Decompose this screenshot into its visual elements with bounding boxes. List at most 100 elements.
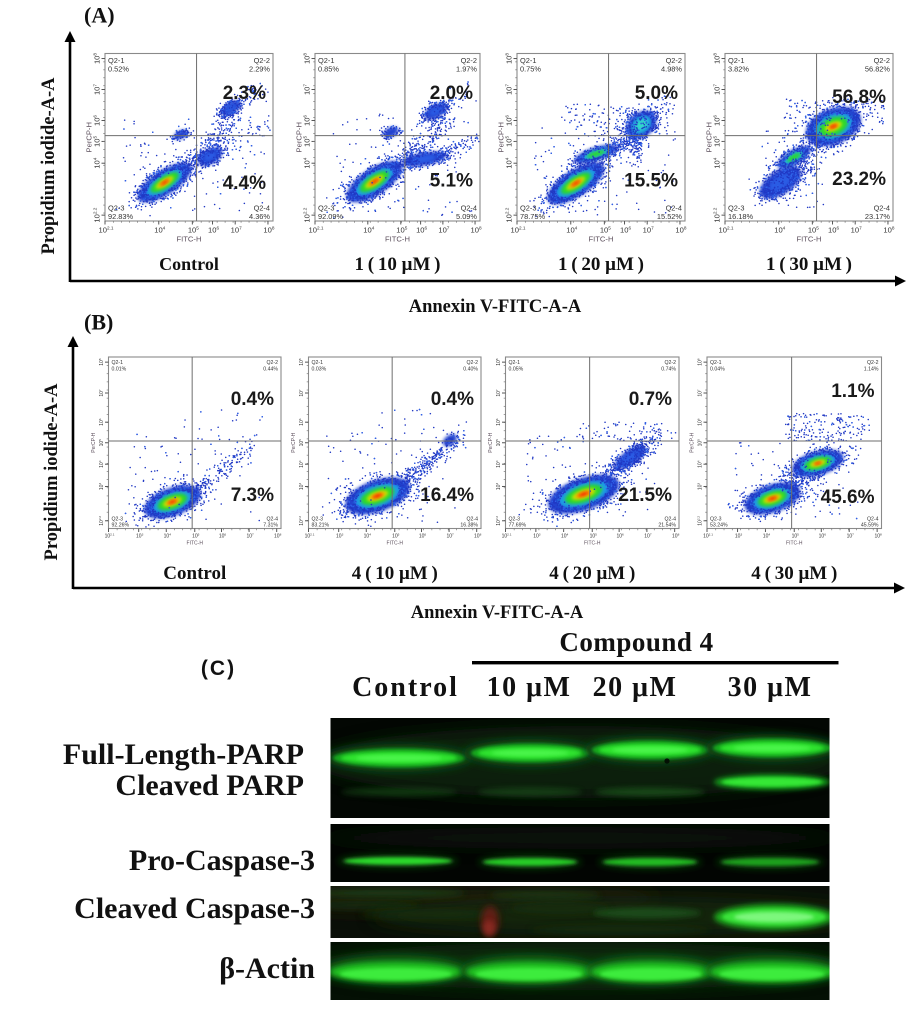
svg-text:Q2-3: Q2-3 bbox=[112, 516, 124, 522]
svg-text:Q2-1: Q2-1 bbox=[318, 56, 334, 65]
svg-text:Q2-3: Q2-3 bbox=[710, 516, 722, 522]
svg-text:7.31%: 7.31% bbox=[263, 523, 278, 529]
svg-text:104: 104 bbox=[298, 460, 305, 468]
svg-text:106: 106 bbox=[620, 226, 631, 235]
svg-text:Q2-1: Q2-1 bbox=[108, 56, 124, 65]
svg-text:PerCP-H: PerCP-H bbox=[291, 432, 297, 452]
svg-text:103: 103 bbox=[533, 533, 541, 540]
svg-text:5.09%: 5.09% bbox=[456, 212, 477, 221]
svg-text:105: 105 bbox=[396, 226, 407, 235]
svg-text:(C): (C) bbox=[201, 657, 236, 680]
svg-text:Annexin V-FITC-A-A: Annexin V-FITC-A-A bbox=[411, 603, 584, 623]
svg-text:105: 105 bbox=[298, 439, 305, 447]
svg-text:10 μM: 10 μM bbox=[487, 672, 572, 703]
svg-text:106: 106 bbox=[298, 418, 305, 426]
svg-text:104: 104 bbox=[154, 226, 165, 235]
svg-text:102.2: 102.2 bbox=[303, 207, 312, 222]
svg-text:104: 104 bbox=[505, 157, 514, 168]
svg-text:0.05%: 0.05% bbox=[509, 366, 524, 372]
svg-text:0.75%: 0.75% bbox=[520, 64, 541, 73]
svg-text:Q2-2: Q2-2 bbox=[461, 56, 477, 65]
svg-text:107: 107 bbox=[644, 533, 652, 540]
svg-text:102.2: 102.2 bbox=[713, 207, 722, 222]
svg-text:0.4%: 0.4% bbox=[431, 389, 474, 410]
svg-text:PerCP-H: PerCP-H bbox=[705, 122, 714, 152]
svg-text:103: 103 bbox=[336, 533, 344, 540]
svg-text:16.38%: 16.38% bbox=[460, 523, 478, 529]
svg-text:Q2-4: Q2-4 bbox=[254, 204, 270, 213]
svg-text:107: 107 bbox=[505, 84, 514, 95]
svg-text:56.8%: 56.8% bbox=[832, 87, 886, 108]
svg-text:104: 104 bbox=[713, 157, 722, 168]
svg-text:108: 108 bbox=[98, 358, 105, 366]
svg-text:105: 105 bbox=[713, 136, 722, 147]
svg-text:Q2-2: Q2-2 bbox=[466, 360, 478, 366]
svg-text:20 μM: 20 μM bbox=[593, 672, 678, 703]
svg-text:Q2-4: Q2-4 bbox=[266, 516, 278, 522]
svg-text:Q2-4: Q2-4 bbox=[867, 516, 879, 522]
svg-text:Q2-2: Q2-2 bbox=[867, 360, 879, 366]
svg-text:102.1: 102.1 bbox=[719, 226, 734, 235]
svg-text:2.29%: 2.29% bbox=[249, 64, 270, 73]
svg-text:106: 106 bbox=[93, 115, 102, 126]
svg-text:Compound 4: Compound 4 bbox=[559, 627, 713, 657]
svg-text:PerCP-H: PerCP-H bbox=[85, 122, 94, 152]
svg-text:7.3%: 7.3% bbox=[231, 485, 274, 506]
svg-text:108: 108 bbox=[474, 533, 482, 540]
svg-text:FITC-H: FITC-H bbox=[187, 541, 204, 547]
svg-text:106: 106 bbox=[819, 533, 827, 540]
svg-text:107: 107 bbox=[851, 226, 862, 235]
svg-text:53.24%: 53.24% bbox=[710, 523, 728, 529]
svg-text:FITC-H: FITC-H bbox=[177, 235, 202, 244]
svg-text:Q2-1: Q2-1 bbox=[728, 56, 744, 65]
svg-text:21.5%: 21.5% bbox=[618, 485, 672, 506]
svg-text:Q2-3: Q2-3 bbox=[728, 204, 744, 213]
svg-text:Q2-1: Q2-1 bbox=[112, 360, 124, 366]
svg-text:104: 104 bbox=[164, 533, 172, 540]
svg-text:102.1: 102.1 bbox=[703, 533, 713, 540]
svg-text:Q2-1: Q2-1 bbox=[509, 360, 521, 366]
svg-text:103: 103 bbox=[136, 533, 144, 540]
svg-text:105: 105 bbox=[697, 439, 704, 447]
svg-text:92.26%: 92.26% bbox=[112, 523, 130, 529]
svg-text:Propidium iodide-A-A: Propidium iodide-A-A bbox=[42, 383, 62, 561]
svg-text:16.18%: 16.18% bbox=[728, 212, 753, 221]
svg-text:107: 107 bbox=[697, 389, 704, 397]
svg-text:107: 107 bbox=[231, 226, 242, 235]
svg-text:105: 105 bbox=[392, 533, 400, 540]
svg-text:104: 104 bbox=[495, 460, 502, 468]
svg-text:107: 107 bbox=[446, 533, 454, 540]
svg-text:1.97%: 1.97% bbox=[456, 64, 477, 73]
svg-text:Q2-2: Q2-2 bbox=[666, 56, 682, 65]
svg-text:Q2-2: Q2-2 bbox=[254, 56, 270, 65]
svg-text:107: 107 bbox=[438, 226, 449, 235]
svg-text:0.52%: 0.52% bbox=[108, 64, 129, 73]
svg-text:106: 106 bbox=[98, 418, 105, 426]
svg-text:Q2-1: Q2-1 bbox=[710, 360, 722, 366]
svg-text:106: 106 bbox=[697, 418, 704, 426]
svg-text:108: 108 bbox=[471, 226, 482, 235]
svg-text:108: 108 bbox=[505, 53, 514, 64]
svg-text:4.4%: 4.4% bbox=[223, 173, 266, 194]
svg-text:Q2-1: Q2-1 bbox=[312, 360, 324, 366]
svg-text:Q2-3: Q2-3 bbox=[312, 516, 324, 522]
svg-text:PerCP-H: PerCP-H bbox=[295, 122, 304, 152]
svg-text:Q2-3: Q2-3 bbox=[520, 204, 536, 213]
svg-text:108: 108 bbox=[697, 358, 704, 366]
svg-text:107: 107 bbox=[246, 533, 254, 540]
svg-text:104: 104 bbox=[566, 226, 577, 235]
svg-text:102.1: 102.1 bbox=[309, 226, 324, 235]
svg-text:0.7%: 0.7% bbox=[629, 389, 672, 410]
svg-text:92.09%: 92.09% bbox=[318, 212, 343, 221]
svg-text:106: 106 bbox=[713, 115, 722, 126]
svg-text:107: 107 bbox=[98, 389, 105, 397]
svg-text:3.82%: 3.82% bbox=[728, 64, 749, 73]
svg-text:105: 105 bbox=[303, 136, 312, 147]
svg-text:102.2: 102.2 bbox=[505, 207, 514, 222]
svg-text:21.54%: 21.54% bbox=[658, 523, 676, 529]
svg-text:102.1: 102.1 bbox=[511, 226, 526, 235]
svg-text:102.2: 102.2 bbox=[98, 516, 105, 526]
svg-text:0.03%: 0.03% bbox=[312, 366, 327, 372]
svg-text:0.4%: 0.4% bbox=[231, 389, 274, 410]
svg-text:Q2-4: Q2-4 bbox=[461, 204, 477, 213]
